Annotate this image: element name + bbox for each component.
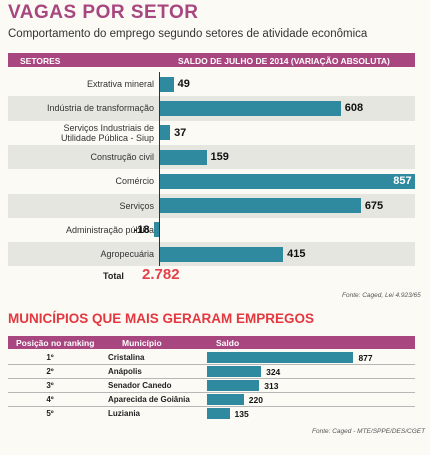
muni-rank: 5º	[46, 409, 54, 418]
sector-value-label: 608	[344, 102, 364, 115]
sector-bar	[159, 246, 284, 262]
sector-value-label: 49	[177, 78, 190, 91]
muni-row-divider	[8, 364, 415, 365]
muni-name: Senador Canedo	[108, 381, 172, 390]
sector-header: SETORES SALDO DE JULHO DE 2014 (VARIAÇÃO…	[8, 53, 415, 67]
sector-category-label: Construção civil	[90, 152, 154, 163]
sector-value-label: 857	[393, 175, 412, 188]
muni-value-label: 324	[266, 367, 281, 377]
sector-category-label: Serviços	[119, 200, 154, 211]
total-value: 2.782	[142, 266, 180, 283]
sector-bar	[159, 125, 171, 141]
muni-header-col1: Posição no ranking	[16, 338, 95, 348]
muni-bar	[207, 408, 230, 419]
muni-value-label: 313	[264, 381, 279, 391]
sector-value-label: 415	[287, 248, 306, 261]
muni-value-label: 877	[358, 353, 373, 363]
sector-bar	[159, 100, 341, 116]
sector-bar	[159, 198, 361, 214]
muni-value-label: 135	[234, 409, 249, 419]
muni-rank: 4º	[46, 395, 54, 404]
sector-value-label: 675	[364, 199, 384, 212]
municipalities-header: Posição no ranking Município Saldo	[8, 336, 415, 349]
muni-rank: 2º	[46, 367, 54, 376]
chart-subtitle: Comportamento do emprego segundo setores…	[8, 28, 368, 40]
sector-bar	[159, 76, 174, 92]
source-note-municipalities: Fonte: Caged - MTE/SPPE/DES/CGET	[312, 428, 426, 435]
sector-category-label: Serviços Industriais de Utilidade Pública…	[60, 122, 154, 143]
muni-row-divider	[8, 406, 415, 407]
muni-rank: 1º	[46, 353, 54, 362]
muni-row-divider	[8, 378, 415, 379]
sector-bar	[159, 173, 416, 189]
sector-bar	[153, 222, 159, 238]
muni-name: Aparecida de Goiânia	[108, 395, 190, 404]
sector-category-label: Extrativa mineral	[86, 79, 154, 90]
muni-bar	[207, 394, 244, 405]
chart-title: VAGAS POR SETOR	[8, 2, 199, 23]
muni-header-col2: Município	[122, 338, 162, 348]
muni-header-col3: Saldo	[216, 338, 240, 348]
sector-zero-axis	[159, 72, 160, 267]
sector-bar	[159, 149, 207, 165]
sector-value-label: 159	[210, 151, 229, 164]
muni-name: Luziania	[108, 409, 141, 418]
sector-category-label: Comércio	[115, 176, 154, 187]
muni-bar	[207, 380, 260, 391]
sector-value-label: 37	[174, 126, 187, 139]
sector-category-label: Administração pública	[65, 224, 154, 235]
muni-rank: 3º	[46, 381, 54, 390]
muni-value-label: 220	[248, 395, 263, 405]
muni-bar	[207, 352, 354, 363]
sector-value-label: -18	[133, 223, 150, 236]
muni-name: Cristalina	[108, 353, 145, 362]
municipalities-title: MUNICÍPIOS QUE MAIS GERARAM EMPREGOS	[8, 311, 315, 326]
total-label: Total	[103, 271, 124, 281]
source-note-sectors: Fonte: Caged, Lei 4.923/65	[342, 292, 421, 299]
sector-category-label: Agropecuária	[100, 249, 154, 260]
sector-category-label: Indústria de transformação	[46, 103, 154, 114]
sector-row-stripe	[8, 144, 415, 170]
muni-name: Anápolis	[108, 367, 142, 376]
sector-header-col1: SETORES	[20, 56, 61, 66]
sector-header-col2: SALDO DE JULHO DE 2014 (VARIAÇÃO ABSOLUT…	[178, 56, 390, 66]
muni-bar	[207, 366, 262, 377]
muni-row-divider	[8, 392, 415, 393]
